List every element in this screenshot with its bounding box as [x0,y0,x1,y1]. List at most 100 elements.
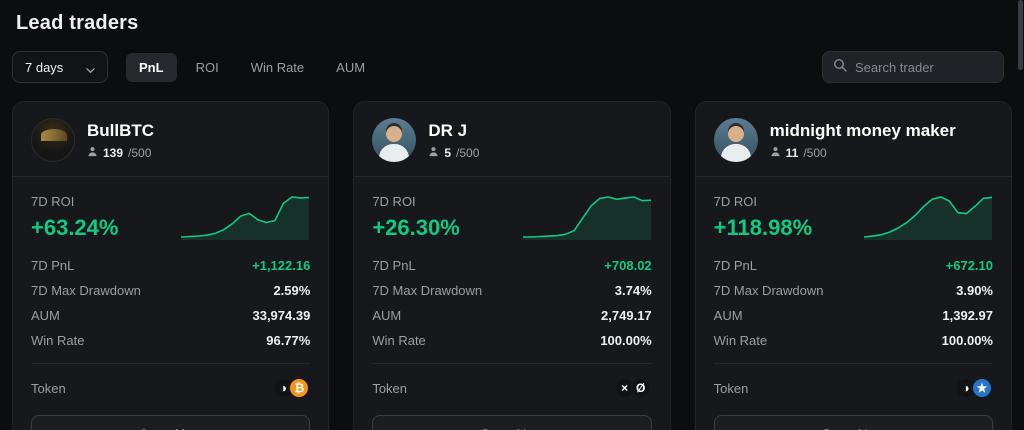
stat-label: 7D PnL [713,258,758,273]
stat-value: 3.90% [956,283,993,298]
roi-row: 7D ROI +63.24% [31,191,310,241]
tab-pnl[interactable]: PnL [126,52,177,82]
stat-row: 7D PnL +708.02 [372,253,651,278]
stat-label: AUM [713,308,743,323]
token-label: Token [372,380,408,396]
card-header: DR J 5/500 [372,118,651,162]
stat-value: 100.00% [600,333,652,348]
stat-value: 2,749.17 [601,308,652,323]
stats-list: 7D PnL +708.02 7D Max Drawdown 3.74% AUM… [372,253,651,353]
trader-card: BullBTC 139/500 7D ROI +63.24% 7D PnL +1… [12,101,330,430]
stat-label: AUM [31,308,60,323]
period-select[interactable]: 7 days [12,51,108,83]
tab-aum[interactable]: AUM [336,59,366,75]
tab-roi[interactable]: ROI [195,59,219,75]
trader-card: midnight money maker 11/500 7D ROI +118.… [694,101,1012,430]
stat-label: 7D Max Drawdown [372,283,483,298]
token-label: Token [713,380,749,396]
token-icons: × Ø [613,377,652,399]
person-icon [770,146,781,160]
copiers-count: 11 [785,145,799,160]
trader-avatar[interactable] [31,118,75,162]
stat-value: 33,974.39 [252,308,311,323]
roi-label: 7D ROI [713,194,757,209]
stat-value: +672.10 [945,258,993,273]
stat-value: 3.74% [614,283,652,298]
stat-row: AUM 2,749.17 [372,303,651,328]
person-icon [87,146,98,160]
person-icon [428,146,439,160]
divider [695,176,1011,177]
stat-row: AUM 33,974.39 [31,303,310,328]
copiers-total: /500 [128,145,152,160]
token-row: Token × Ø [372,363,652,399]
roi-sparkline-chart [180,191,310,241]
stat-row: 7D Max Drawdown 2.59% [31,278,310,303]
trader-avatar[interactable] [372,118,417,162]
period-select-label: 7 days [25,59,64,75]
copiers: 139/500 [87,146,154,160]
roi-sparkline-chart [863,191,993,241]
stat-value: 2.59% [273,283,311,298]
roi-value: +63.24% [31,215,119,240]
scrollbar[interactable] [1018,0,1023,70]
token-icons: ◑ ★ [955,377,993,399]
roi-row: 7D ROI +26.30% [372,191,651,241]
roi-label: 7D ROI [372,194,416,209]
stat-value: 96.77% [266,333,311,348]
divider [13,176,329,177]
stat-value: 100.00% [941,333,993,348]
stat-row: 7D PnL +672.10 [714,253,993,278]
copy-now-button[interactable]: Copy Now [713,415,993,430]
stat-label: Win Rate [31,333,85,348]
copiers-count: 139 [103,145,124,160]
stat-row: AUM 1,392.97 [714,303,993,328]
chevron-down-icon [86,63,95,73]
tab-win-rate[interactable]: Win Rate [250,59,305,75]
token-label: Token [31,380,66,396]
stat-label: 7D PnL [372,258,416,273]
token-icon-btc: ₿ [288,377,311,399]
token-icon-blue-token: ★ [971,377,993,399]
stat-value: 1,392.97 [942,308,993,323]
stat-label: Win Rate [713,333,768,348]
token-icons: ◑ ₿ [272,377,311,399]
stat-label: Win Rate [372,333,426,348]
copiers: 5/500 [428,146,479,160]
stat-value: +708.02 [604,258,652,273]
stat-label: 7D Max Drawdown [713,283,824,298]
trader-cards: BullBTC 139/500 7D ROI +63.24% 7D PnL +1… [0,101,1024,430]
roi-value: +118.98% [713,215,813,240]
copiers-total: /500 [456,145,480,160]
copiers-count: 5 [444,145,452,160]
trader-card: DR J 5/500 7D ROI +26.30% 7D PnL +708.02 [353,101,671,430]
token-row: Token ◑ ₿ [31,363,311,399]
token-icon-planet-token: Ø [629,377,652,399]
copiers-total: /500 [803,145,827,160]
copy-now-button[interactable]: Copy Now [372,415,652,430]
roi-value: +26.30% [372,215,460,240]
stat-row: 7D PnL +1,122.16 [31,253,310,278]
stat-label: AUM [372,308,402,323]
copiers: 11/500 [770,146,956,160]
roi-sparkline-chart [522,191,652,241]
roi-label: 7D ROI [31,194,75,209]
token-row: Token ◑ ★ [713,363,993,399]
trader-name[interactable]: midnight money maker [769,120,956,140]
roi-row: 7D ROI +118.98% [714,191,993,241]
stat-label: 7D PnL [31,258,75,273]
stat-row: Win Rate 96.77% [31,328,310,353]
trader-avatar[interactable] [713,118,758,162]
divider [354,176,670,177]
search-icon [833,58,847,77]
stat-row: Win Rate 100.00% [372,328,651,353]
search-input[interactable] [855,59,993,75]
trader-name[interactable]: DR J [428,120,468,140]
filter-row: 7 days PnL ROI Win Rate AUM [12,51,1012,83]
stats-list: 7D PnL +672.10 7D Max Drawdown 3.90% AUM… [714,253,993,353]
trader-name[interactable]: BullBTC [87,120,155,140]
card-header: midnight money maker 11/500 [713,118,993,162]
search-box[interactable] [822,51,1004,83]
stat-row: 7D Max Drawdown 3.74% [372,278,651,303]
copy-now-button[interactable]: Copy Now [31,415,311,430]
